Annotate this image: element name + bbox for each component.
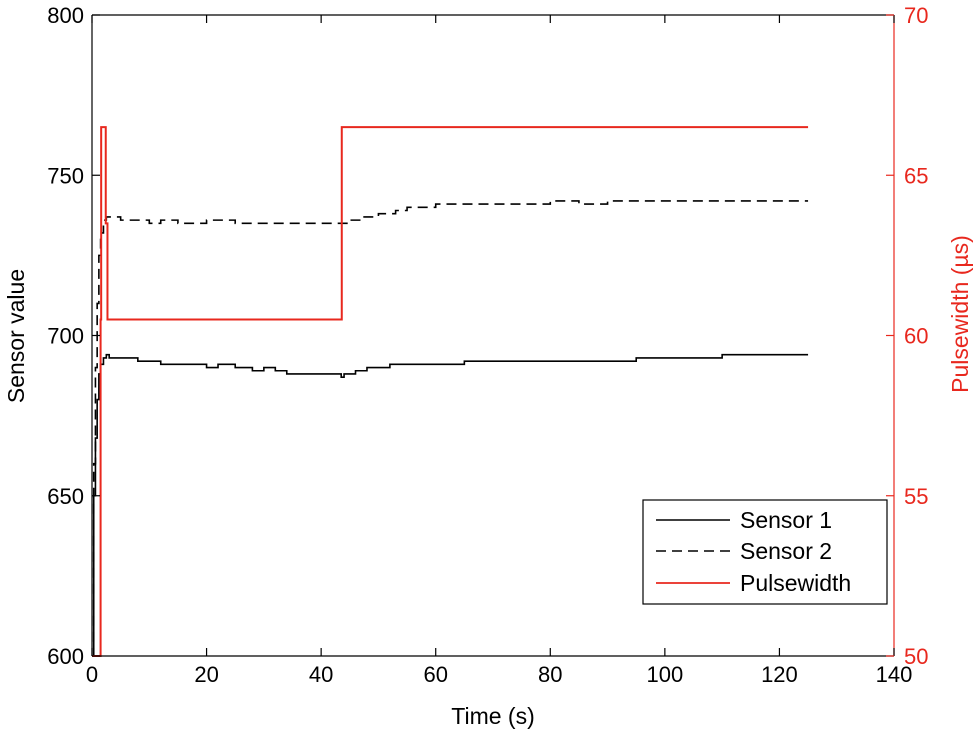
legend-label-sensor-2: Sensor 2 <box>740 538 832 564</box>
y2-tick-label: 50 <box>904 644 928 669</box>
x-axis-title: Time (s) <box>451 703 534 729</box>
series-line-pulsewidth <box>92 126 809 657</box>
y2-tick-label: 60 <box>904 324 928 349</box>
y-tick-label: 800 <box>47 3 84 28</box>
legend-label-pulsewidth: Pulsewidth <box>740 570 851 596</box>
x-tick-label: 60 <box>423 662 447 687</box>
legend-box <box>642 499 888 605</box>
series-layer <box>92 126 809 657</box>
x-tick-label: 20 <box>194 662 218 687</box>
y-axis-title: Sensor value <box>3 269 29 403</box>
axes-layer: 0 20 40 60 80 100 120 140 600 650 700 750 800 50 55 60 6… <box>47 3 928 687</box>
y2-tick-label: 70 <box>904 3 928 28</box>
series-line-sensor-2 <box>92 200 809 657</box>
x-tick-label: 80 <box>538 662 562 687</box>
y-tick-label: 650 <box>47 484 84 509</box>
y-tick-label: 700 <box>47 324 84 349</box>
y2-tick-label: 55 <box>904 484 928 509</box>
legend: Sensor 1 Sensor 2 Pulsewidth <box>642 499 888 605</box>
x-tick-label: 40 <box>309 662 333 687</box>
x-tick-label: 100 <box>646 662 683 687</box>
series-line-sensor-1 <box>92 353 809 657</box>
x-tick-label: 140 <box>876 662 913 687</box>
y2-axis-title: Pulsewidth (µs) <box>947 235 973 393</box>
y-tick-label: 750 <box>47 163 84 188</box>
y-tick-label: 600 <box>47 644 84 669</box>
x-tick-label: 0 <box>86 662 98 687</box>
y2-tick-label: 65 <box>904 163 928 188</box>
x-tick-label: 120 <box>761 662 798 687</box>
legend-label-sensor-1: Sensor 1 <box>740 507 832 533</box>
